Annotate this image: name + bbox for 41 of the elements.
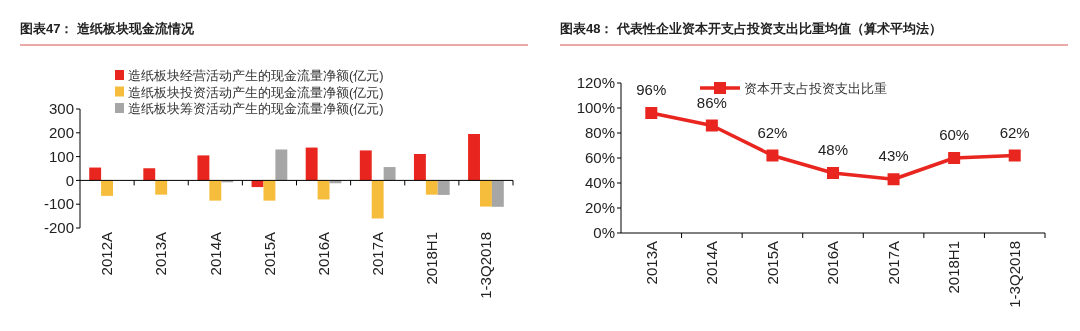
y-tick-label: 120% [576, 74, 615, 92]
data-label: 60% [939, 126, 970, 143]
x-tick-label: 2015A [260, 232, 278, 276]
legend-label: 造纸板块投资活动产生的现金流量净额(亿元) [128, 84, 384, 100]
x-tick-label: 1-3Q2018 [477, 232, 495, 299]
y-tick-label: 20% [584, 199, 615, 217]
y-tick-label: 60% [584, 149, 615, 167]
x-tick-label: 2017A [368, 232, 386, 276]
y-tick-label: -200 [43, 219, 74, 237]
y-tick-label: 300 [48, 100, 74, 118]
x-tick-label: 2015A [763, 241, 781, 285]
y-tick-label: 80% [584, 124, 615, 142]
y-tick-label: 0% [593, 224, 615, 242]
x-tick-label: 2016A [314, 232, 332, 276]
x-tick-label: 2018H1 [945, 241, 963, 294]
chart-title: 图表47： 造纸板块现金流情况 [20, 21, 196, 36]
data-label: 96% [636, 81, 667, 98]
chart-title: 图表48： 代表性企业资本开支占投资支出比重均值（算术平均法） [560, 21, 943, 36]
data-label: 62% [757, 123, 788, 141]
x-tick-label: 2012A [98, 232, 116, 276]
y-tick-label: 0 [65, 171, 74, 189]
data-label: 62% [999, 123, 1030, 141]
y-tick-label: -100 [43, 195, 74, 213]
y-tick-label: 40% [584, 174, 615, 192]
y-tick-label: 100% [576, 99, 615, 117]
data-label: 43% [878, 147, 909, 165]
legend-label: 资本开支占投资支出比重 [744, 81, 887, 96]
data-label: 86% [696, 93, 727, 111]
x-tick-label: 2018H1 [423, 232, 441, 285]
x-tick-label: 2014A [703, 241, 721, 285]
x-tick-label: 2017A [884, 241, 902, 285]
y-tick-label: 100 [48, 147, 74, 165]
x-tick-label: 1-3Q2018 [1005, 241, 1023, 308]
legend-label: 造纸板块经营活动产生的现金流量净额(亿元) [128, 68, 384, 83]
x-tick-label: 2013A [642, 241, 660, 285]
x-tick-label: 2013A [152, 232, 170, 276]
x-tick-label: 2016A [824, 241, 842, 285]
y-tick-label: 200 [48, 124, 74, 142]
data-label: 48% [817, 141, 849, 158]
legend-label: 造纸板块筹资活动产生的现金流量净额(亿元) [128, 101, 384, 116]
x-tick-label: 2014A [206, 232, 224, 276]
